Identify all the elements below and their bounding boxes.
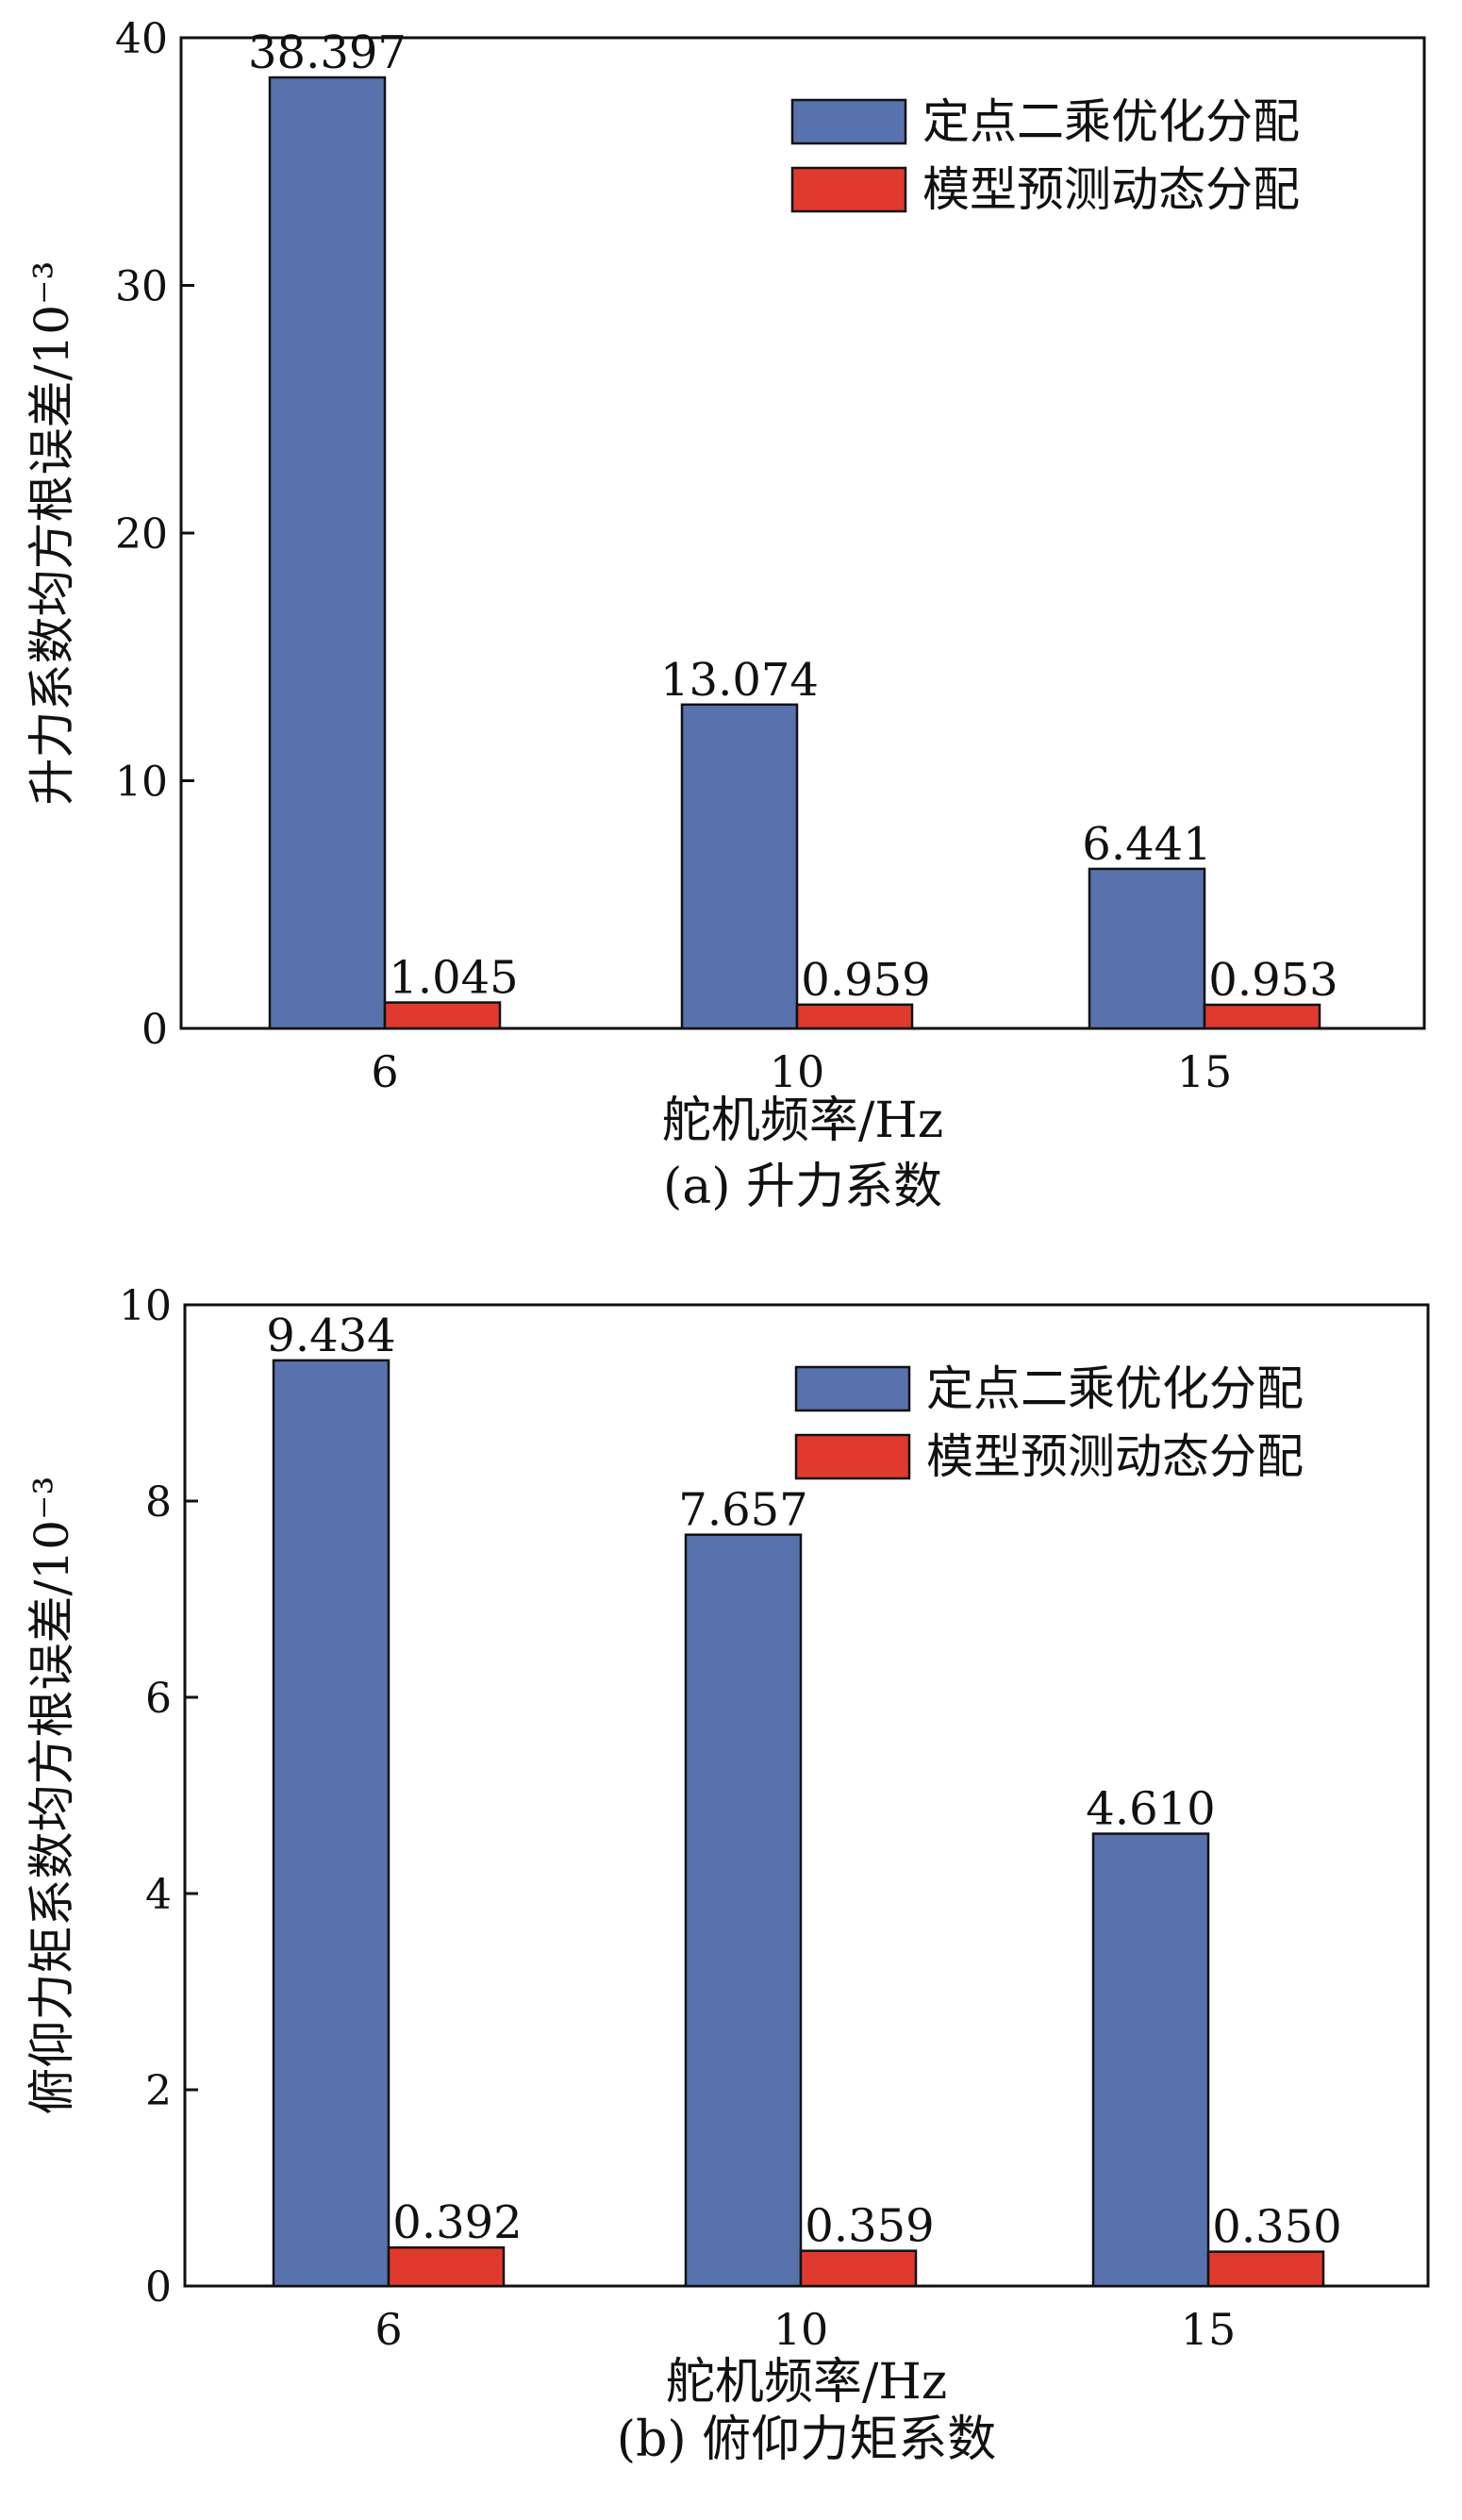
data-label: 13.074 (660, 654, 819, 707)
data-label: 0.959 (801, 954, 930, 1007)
x-axis-label: 舵机频率/Hz (666, 2354, 947, 2411)
figure-caption: (a) 升力系数 (663, 1159, 942, 1215)
bar-series-2-15 (1206, 2250, 1325, 2288)
legend-swatch-1 (794, 1365, 911, 1412)
x-tick-label: 10 (770, 1046, 825, 1097)
chart-panel-a: 0 10 20 30 40 6 10 15 38.397 13.074 6.441 1.045 0.95… (25, 15, 1426, 1215)
data-label: 7.657 (678, 1484, 807, 1537)
bar-series-2-10 (799, 2249, 918, 2288)
legend-label: 定点二乘优化分配 (926, 1361, 1304, 1416)
x-tick-label: 10 (773, 2304, 829, 2355)
data-label: 9.434 (266, 1310, 395, 1362)
bar-series-2-10 (795, 1003, 914, 1030)
x-axis-label: 舵机频率/Hz (662, 1093, 943, 1149)
y-tick-label: 10 (115, 759, 168, 807)
y-axis-label: 俯仰力矩系数均方根误差/10⁻³ (25, 1477, 79, 2115)
data-label: 0.359 (805, 2200, 934, 2253)
bar-series-1-6 (272, 1359, 390, 2288)
figure-caption: (b) 俯仰力矩系数 (617, 2412, 996, 2468)
legend-swatch-1 (790, 98, 907, 145)
y-tick-label: 20 (115, 510, 168, 559)
chart-panel-b: 0 2 4 6 8 10 6 10 15 9.434 7.657 4.610 0.392 0.359 0.3… (25, 1282, 1430, 2468)
y-tick-label: 40 (115, 15, 168, 63)
data-label: 0.953 (1208, 954, 1337, 1007)
y-tick-label: 10 (119, 1282, 172, 1330)
bar-series-1-15 (1088, 867, 1206, 1030)
legend-label: 模型预测动态分配 (926, 1429, 1304, 1484)
legend-swatch-2 (794, 1433, 911, 1480)
y-axis-label: 升力系数均方根误差/10⁻³ (25, 261, 79, 806)
y-tick-label: 0 (145, 2263, 172, 2311)
legend-label: 定点二乘优化分配 (922, 94, 1300, 149)
bar-series-1-10 (680, 703, 799, 1030)
legend-swatch-2 (790, 166, 907, 213)
data-label: 1.045 (389, 952, 518, 1005)
x-tick-label: 15 (1177, 1046, 1233, 1097)
legend-label: 模型预测动态分配 (922, 162, 1300, 217)
bar-series-2-6 (383, 1001, 502, 1030)
data-label: 6.441 (1082, 818, 1211, 871)
data-label: 0.392 (392, 2196, 522, 2249)
y-tick-label: 4 (145, 1871, 172, 1919)
data-label: 0.350 (1212, 2201, 1341, 2254)
data-label: 4.610 (1086, 1783, 1215, 1836)
y-tick-label: 0 (141, 1006, 168, 1054)
bar-series-2-15 (1203, 1003, 1321, 1030)
y-tick-label: 30 (115, 263, 168, 311)
bar-series-1-15 (1091, 1832, 1210, 2288)
y-tick-label: 6 (145, 1675, 172, 1723)
bar-series-1-10 (684, 1533, 803, 2288)
bar-series-2-6 (387, 2245, 506, 2288)
y-tick-label: 8 (145, 1478, 172, 1527)
x-tick-label: 6 (374, 2304, 402, 2355)
x-tick-label: 6 (371, 1046, 398, 1097)
data-label: 38.397 (248, 26, 407, 79)
bar-series-1-6 (268, 75, 387, 1030)
x-tick-label: 15 (1181, 2304, 1237, 2355)
y-tick-label: 2 (145, 2067, 172, 2115)
